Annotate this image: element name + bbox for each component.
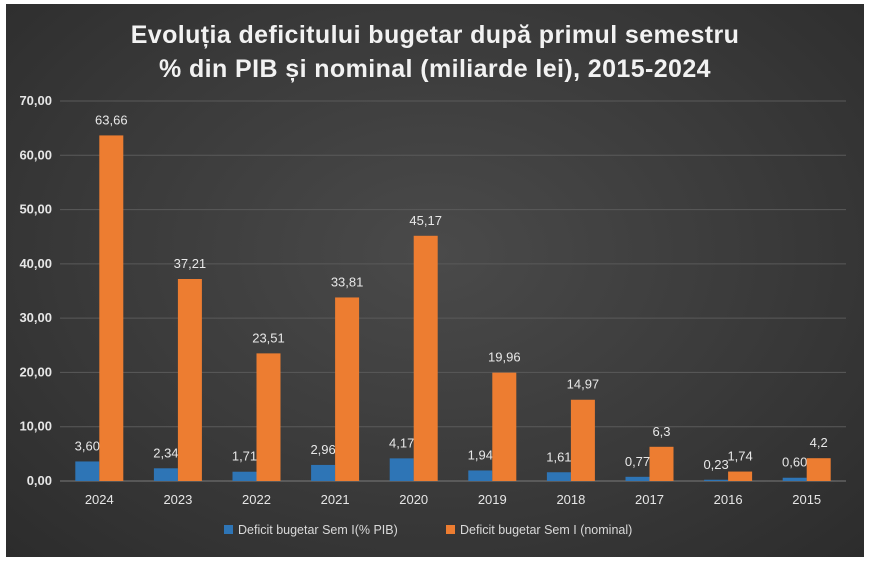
bar-nominal: [806, 458, 831, 481]
data-label: 6,3: [652, 424, 670, 439]
data-label: 3,60: [75, 438, 100, 453]
bar-nominal: [177, 279, 202, 481]
data-label: 23,51: [252, 330, 285, 345]
legend-swatch: [224, 525, 233, 534]
bar-nominal: [335, 297, 360, 481]
chart-title-line-1: Evoluția deficitului bugetar după primul…: [130, 21, 740, 49]
y-tick-label: 40,00: [19, 256, 52, 271]
chart-title-line-2: % din PIB și nominal (miliarde lei), 201…: [159, 55, 711, 83]
x-tick-label: 2024: [85, 492, 114, 507]
y-tick-label: 50,00: [19, 202, 52, 217]
legend-label: Deficit bugetar Sem I (nominal): [460, 523, 632, 537]
bar-pct-pib: [546, 472, 571, 481]
data-label: 1,71: [232, 449, 257, 464]
bar-nominal: [99, 135, 124, 481]
data-label: 37,21: [174, 256, 207, 271]
bar-pct-pib: [704, 479, 729, 481]
y-tick-label: 30,00: [19, 310, 52, 325]
data-label: 1,94: [468, 447, 493, 462]
bar-pct-pib: [782, 477, 807, 481]
data-label: 1,74: [727, 449, 752, 464]
bar-pct-pib: [153, 468, 178, 481]
x-tick-label: 2016: [714, 492, 743, 507]
x-tick-label: 2023: [163, 492, 192, 507]
data-label: 0,77: [625, 454, 650, 469]
data-label: 14,97: [567, 377, 600, 392]
data-label: 33,81: [331, 274, 364, 289]
bar-pct-pib: [389, 458, 414, 481]
x-tick-label: 2017: [635, 492, 664, 507]
bar-pct-pib: [625, 476, 650, 481]
legend-label: Deficit bugetar Sem I(% PIB): [238, 523, 398, 537]
data-label: 1,61: [546, 449, 571, 464]
data-label: 2,96: [310, 442, 335, 457]
data-label: 63,66: [95, 112, 128, 127]
data-label: 2,34: [153, 445, 178, 460]
data-label: 45,17: [409, 213, 442, 228]
bar-pct-pib: [311, 464, 336, 481]
legend-swatch: [446, 525, 455, 534]
y-tick-label: 70,00: [19, 93, 52, 108]
chart-title: Evoluția deficitului bugetar după primul…: [6, 18, 864, 86]
chart-panel: Evoluția deficitului bugetar după primul…: [6, 4, 864, 557]
x-tick-label: 2019: [478, 492, 507, 507]
x-tick-label: 2018: [556, 492, 585, 507]
x-tick-label: 2021: [321, 492, 350, 507]
bar-nominal: [649, 446, 674, 481]
bar-pct-pib: [75, 461, 100, 481]
bar-chart: 0,00 10,00 20,00 30,00 40,00 50,00 60,00 70,00 3…: [19, 93, 846, 537]
data-label: 4,17: [389, 435, 414, 450]
x-tick-label: 2015: [792, 492, 821, 507]
bar-nominal: [570, 399, 595, 481]
data-label: 0,60: [782, 455, 807, 470]
bar-nominal: [256, 353, 281, 481]
y-tick-label: 0,00: [27, 473, 52, 488]
bar-nominal: [492, 372, 517, 481]
bar-pct-pib: [232, 471, 257, 481]
bar-pct-pib: [468, 470, 493, 481]
bar-nominal: [728, 471, 753, 481]
x-tick-label: 2020: [399, 492, 428, 507]
data-label: 19,96: [488, 350, 521, 365]
x-tick-label: 2022: [242, 492, 271, 507]
bar-nominal: [413, 235, 438, 481]
y-tick-label: 10,00: [19, 419, 52, 434]
y-tick-label: 20,00: [19, 364, 52, 379]
data-label: 0,23: [703, 457, 728, 472]
data-label: 4,2: [810, 435, 828, 450]
y-tick-label: 60,00: [19, 147, 52, 162]
